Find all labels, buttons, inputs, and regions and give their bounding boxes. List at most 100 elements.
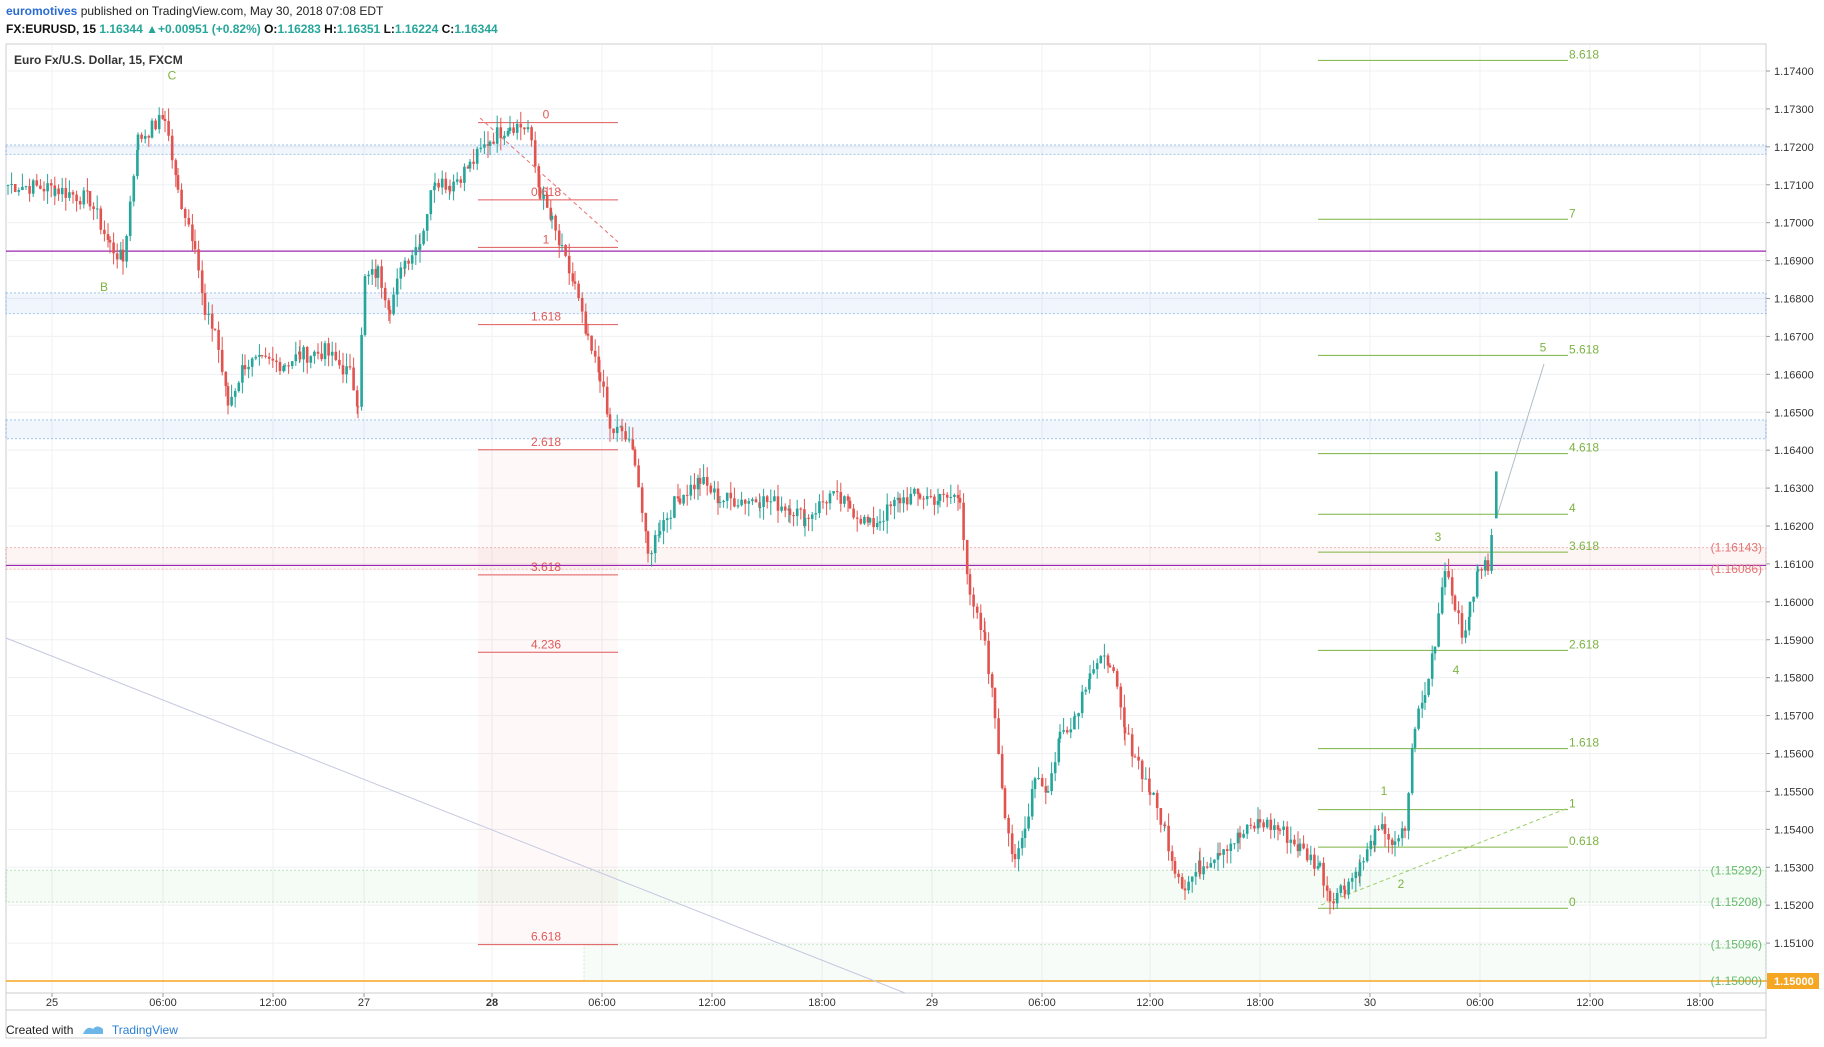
candle-body [233,391,237,397]
candle-body [605,386,609,415]
fib-extension-up[interactable]: 0 0.618 1 1.618 2.618 3.618 4 4.618 5.618 7 8.618 [1318,47,1599,909]
horizontal-lines[interactable] [6,250,1766,982]
candle-body [414,247,418,256]
candle-body [444,178,448,190]
price-tick-label: 1.16200 [1774,521,1814,533]
candle-body [718,502,722,504]
candle-body [1033,778,1037,790]
candle-body [702,476,705,484]
fib-level-label: 4.236 [531,637,561,651]
candle-body [1046,791,1050,793]
candle-body [557,230,561,246]
candle-body [374,269,378,278]
candle-body [567,255,571,274]
candle-body [247,366,250,370]
candle-body [1088,673,1092,679]
candle-body [1077,713,1080,717]
price-axis[interactable]: 1.17400 1.17300 1.17200 1.17100 1.17000 1.169… [1766,66,1819,989]
candle-body [1335,892,1339,904]
fib-level-label: 1 [543,232,550,246]
candle-body [564,245,567,256]
trend-line[interactable] [5,637,906,994]
candle-body [1057,738,1061,763]
time-axis[interactable]: 25 06:00 12:00 27 28 06:00 12:00 18:00 29 06:00 12… [46,993,1714,1009]
price-annotation: (1.16143) [1711,541,1762,555]
candle-body [21,186,24,190]
candle-body [545,194,549,208]
fib-level-label: 4.618 [1569,441,1599,455]
wave-label: 3 [1435,530,1442,544]
price-tick-label: 1.16400 [1774,445,1814,457]
candle-body [709,485,713,493]
time-tick-label: 18:00 [808,997,836,1009]
candle-body [1108,665,1112,668]
candle-body [1440,587,1444,614]
candle-body [1273,825,1276,831]
candle-body [1236,832,1240,844]
wave-label: 2 [1398,877,1405,891]
candle-body [965,540,969,575]
candle-body [997,718,1000,755]
candle-body [1437,613,1440,647]
candle-body [657,534,661,536]
candle-body [776,496,780,511]
support-area [583,944,1767,982]
fib-anchor-line-up[interactable] [1320,807,1569,906]
candle-body [174,160,178,176]
candle-body [1155,792,1159,808]
candle-body [936,500,940,505]
candle-body [821,501,825,503]
candle-body [818,501,821,514]
candle-body [13,184,17,192]
candle-body [92,206,95,210]
candle-body [747,501,751,504]
candle-body [1159,807,1163,825]
candle-body [653,535,657,554]
fib-anchor-line[interactable] [479,117,619,243]
candle-body [597,356,601,373]
candle-body [39,185,42,189]
candle-body [868,518,872,523]
candle-body [1198,860,1202,875]
created-with-label: Created with [6,1023,74,1037]
candle-body [167,121,170,136]
candle-body [725,492,729,501]
candle-body [1167,825,1170,852]
time-tick-label: 18:00 [1246,997,1274,1009]
candle-body [1380,824,1384,830]
candle-body [909,493,913,505]
candle-body [1276,825,1280,830]
tradingview-link[interactable]: TradingView [111,1023,178,1037]
candle-body [662,520,665,532]
candle-body [1354,871,1358,879]
candle-body [682,494,685,504]
candle-body [612,428,615,434]
candle-body [1000,754,1004,789]
author-link[interactable]: euromotives [6,4,78,18]
candle-body [573,281,577,284]
candle-body [983,632,987,641]
footer: Created with TradingView [6,1023,178,1037]
candle-body [323,343,327,360]
time-tick-label: 25 [46,997,58,1009]
trend-lines[interactable] [5,117,1569,994]
candle-body [788,508,792,516]
candle-body [1152,792,1155,795]
candle-body [53,188,57,196]
wave-projection-line[interactable] [1496,363,1545,517]
candle-body [1420,702,1424,709]
candle-body [283,365,287,367]
candle-body [949,496,953,498]
candle-body [729,492,733,499]
candle-body [650,553,653,555]
candle-body [429,190,433,215]
candle-body [792,515,795,517]
candle-body [523,127,526,130]
candle-body [758,506,762,508]
candle-body [1013,853,1017,860]
candle-body [990,674,994,688]
candle-body [1468,601,1472,617]
candle-body [1457,610,1460,614]
